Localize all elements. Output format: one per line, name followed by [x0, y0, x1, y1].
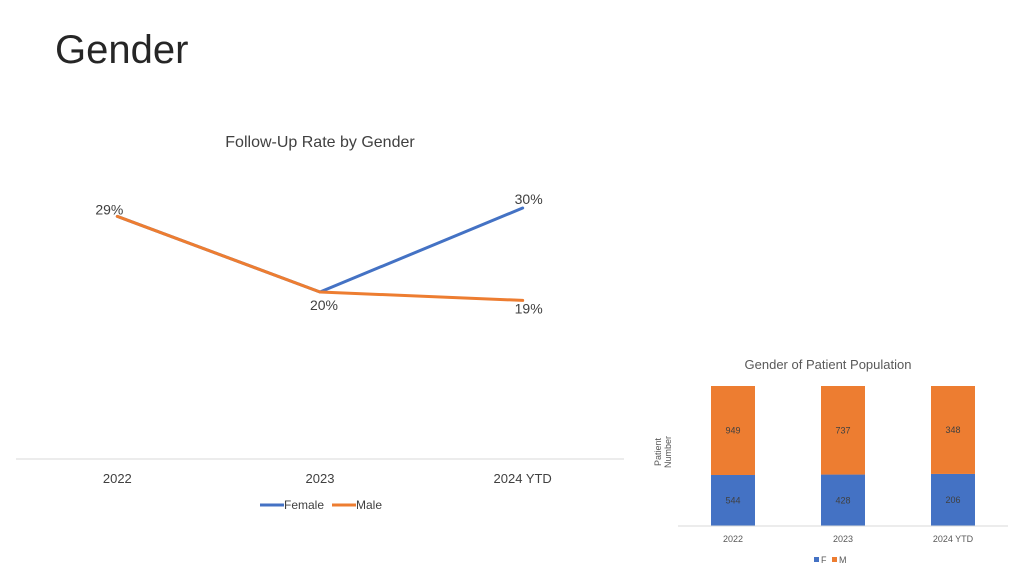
x-tick-label: 2023: [833, 534, 853, 544]
line-chart-title: Follow-Up Rate by Gender: [225, 134, 415, 151]
bar-chart-title: Gender of Patient Population: [745, 357, 912, 372]
bar-value-label: 544: [725, 495, 740, 505]
bar-value-label: 737: [835, 425, 850, 435]
x-tick-label: 2024 YTD: [494, 471, 552, 486]
y-axis-label: PatientNumber: [653, 436, 673, 468]
x-tick-label: 2022: [723, 534, 743, 544]
bar-segment-f: [931, 473, 975, 526]
legend-swatch-m: [832, 557, 837, 562]
x-tick-label: 2023: [306, 471, 335, 486]
legend-label: F: [821, 555, 827, 565]
legend-label: M: [839, 555, 847, 565]
bar-value-label: 206: [945, 495, 960, 505]
x-tick-label: 2024 YTD: [933, 534, 974, 544]
bar-value-label: 428: [835, 495, 850, 505]
slide-title: Gender: [55, 28, 189, 72]
y-axis-label-line: Patient: [653, 437, 663, 466]
bar-segment-f: [821, 474, 865, 526]
bar-value-label: 348: [945, 425, 960, 435]
data-label: 30%: [515, 191, 543, 207]
series-line-male: [115, 214, 525, 302]
data-label: 29%: [95, 201, 123, 217]
legend-label: Male: [356, 498, 382, 512]
y-axis-label-line: Number: [663, 436, 673, 468]
bar-segment-m: [931, 386, 975, 474]
legend-label: Female: [284, 498, 324, 512]
data-label: 20%: [310, 297, 338, 313]
x-tick-label: 2022: [103, 471, 132, 486]
legend-swatch-f: [814, 557, 819, 562]
bar-segment-f: [711, 474, 755, 526]
bar-segment-m: [821, 386, 865, 475]
bar-value-label: 949: [725, 425, 740, 435]
data-label: 19%: [515, 300, 543, 316]
bar-segment-m: [711, 386, 755, 475]
